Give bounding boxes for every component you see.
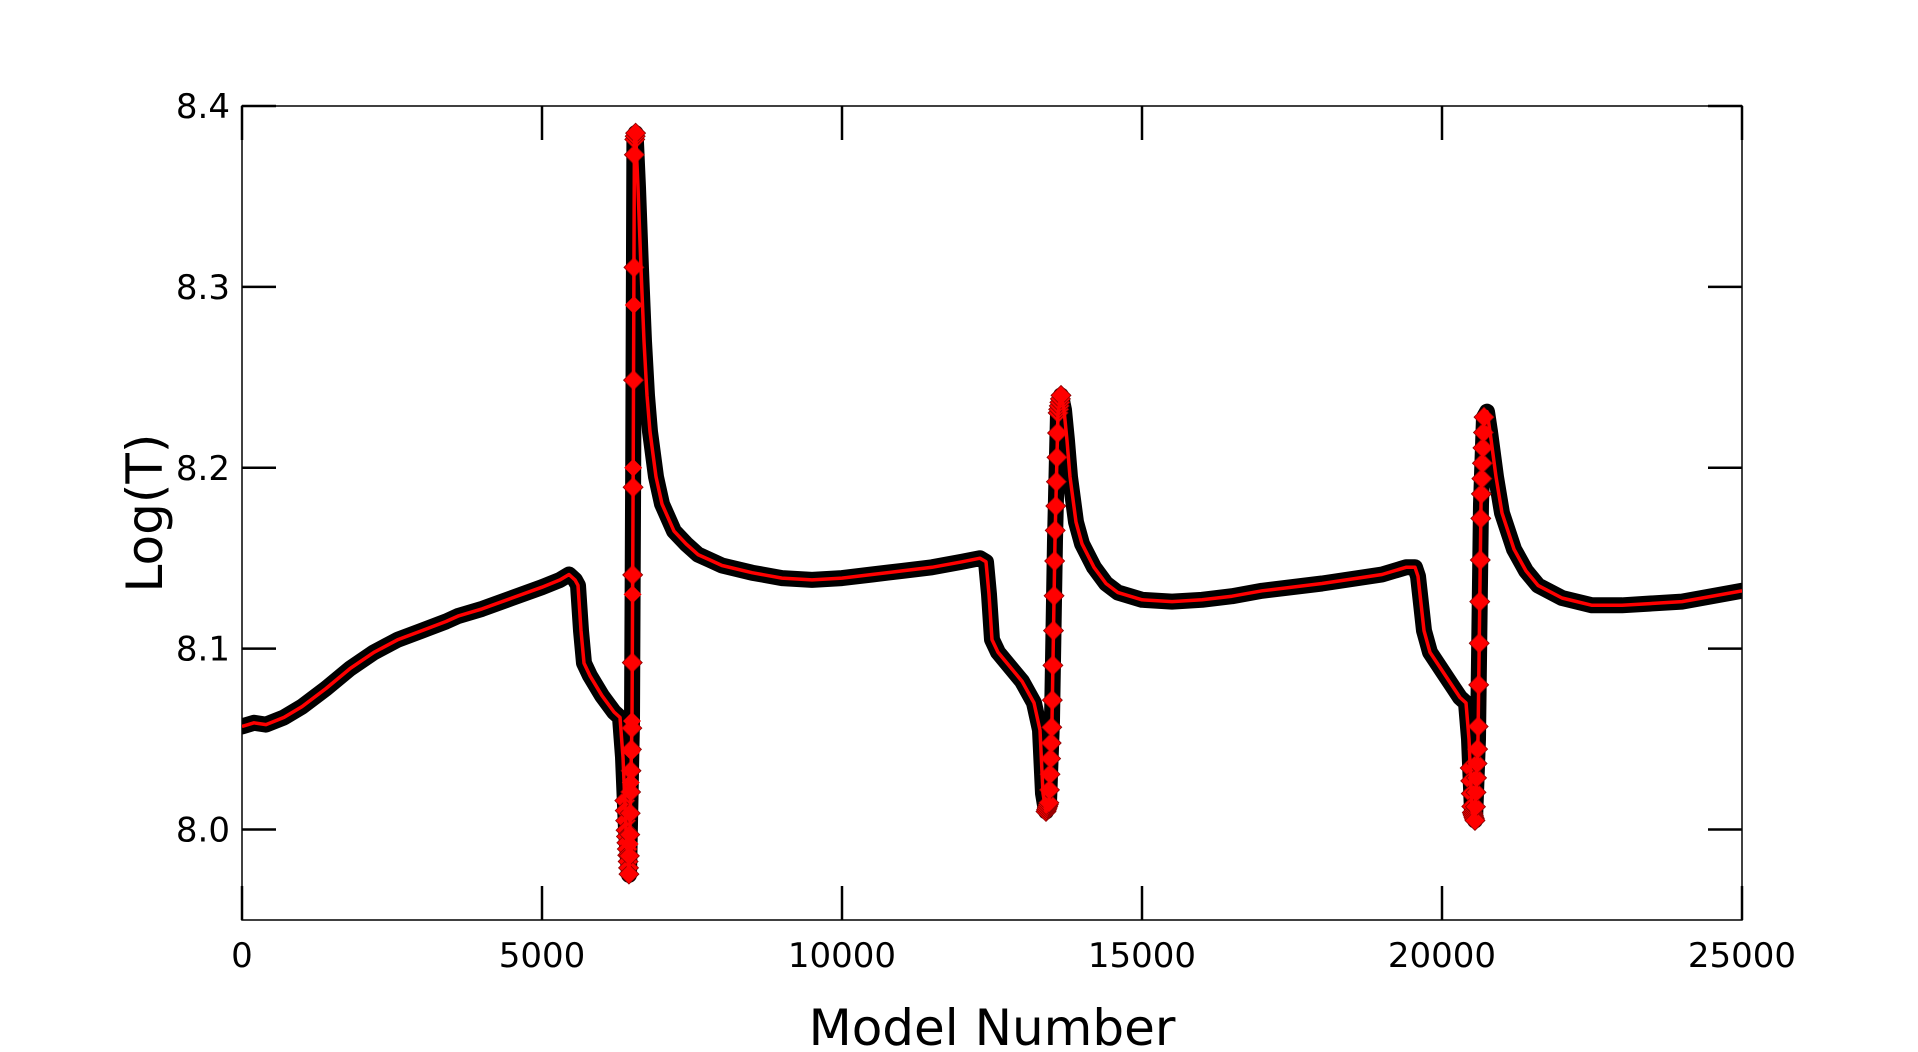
x-tick-label: 10000 bbox=[788, 936, 896, 976]
y-tick-label: 8.3 bbox=[176, 268, 230, 308]
y-axis-title: Log(T) bbox=[116, 434, 174, 593]
x-tick-label: 20000 bbox=[1388, 936, 1496, 976]
x-tick-label: 5000 bbox=[499, 936, 586, 976]
series-0-marker bbox=[623, 712, 641, 731]
series-layer bbox=[242, 122, 1742, 885]
series-0-marker-trail bbox=[242, 125, 1742, 883]
series-0-marker bbox=[621, 773, 640, 792]
y-tick-label: 8.1 bbox=[176, 630, 230, 670]
x-tick-label: 25000 bbox=[1688, 936, 1796, 976]
series-0-marker bbox=[624, 458, 643, 477]
x-tick-label: 0 bbox=[231, 936, 253, 976]
series-0-marker bbox=[620, 835, 639, 854]
x-axis-title: Model Number bbox=[809, 999, 1176, 1052]
tick-marks bbox=[240, 104, 1744, 920]
series-0-marker bbox=[624, 295, 643, 314]
y-tick-label: 8.2 bbox=[176, 449, 230, 489]
series-0-marker bbox=[622, 742, 641, 761]
plot-frame bbox=[241, 105, 1743, 921]
tick-labels: 0 5000 10000 15000 20000 25000 8.0 8.1 8.2 8.3 8.4 bbox=[176, 87, 1796, 976]
series-0-marker bbox=[621, 804, 640, 823]
x-tick-label: 15000 bbox=[1088, 936, 1196, 976]
y-tick-label: 8.0 bbox=[176, 811, 230, 851]
series-0 bbox=[242, 122, 1742, 885]
y-tick-label: 8.4 bbox=[176, 87, 230, 127]
series-0-marker bbox=[623, 585, 642, 604]
series-0-line bbox=[242, 131, 1742, 877]
